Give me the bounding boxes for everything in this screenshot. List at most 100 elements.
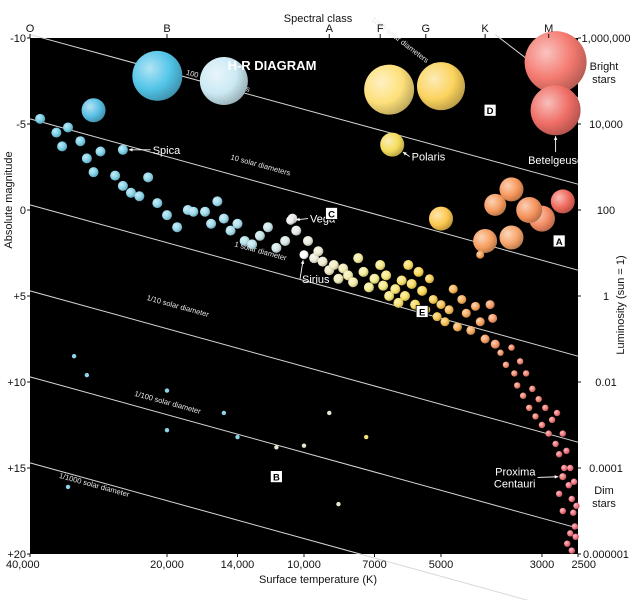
main-sequence-star <box>573 502 580 510</box>
main-sequence-star <box>488 313 498 323</box>
x-tick-label: 14,000 <box>221 559 255 571</box>
main-sequence-star <box>206 218 217 229</box>
main-sequence-star <box>470 301 480 311</box>
giant-star <box>499 225 524 250</box>
y-tick-label: -5 <box>16 119 26 131</box>
y2-tick-label: 10,000 <box>589 119 623 131</box>
giant-star <box>516 197 543 223</box>
main-sequence-star <box>526 404 533 411</box>
main-sequence-star <box>313 246 324 257</box>
axes: O B A F G K M 40,000 20,000 14,000 10,000 7000 5000 3… <box>6 23 630 571</box>
star-label: Sirius <box>302 274 330 286</box>
region-labels: A B C D E <box>269 103 566 484</box>
main-sequence-star <box>490 339 500 349</box>
arrow-head <box>402 152 407 156</box>
main-sequence-star <box>570 509 577 516</box>
main-sequence-star <box>567 464 574 472</box>
region-label: C <box>328 209 335 220</box>
bright-stars-label-line2: stars <box>592 74 616 86</box>
giant-star <box>429 206 453 231</box>
giant-star <box>199 57 248 105</box>
y-axis-label: Absolute magnitude <box>3 151 15 248</box>
main-sequence-star <box>516 358 524 365</box>
main-sequence-star <box>461 308 471 318</box>
main-sequence-stars <box>35 113 580 554</box>
bright-stars-label-line1: Bright <box>590 61 619 73</box>
main-sequence-star <box>457 294 467 304</box>
main-sequence-star <box>390 284 401 295</box>
region-label: A <box>556 237 563 248</box>
diameter-line <box>29 376 579 529</box>
arrow-head <box>554 475 559 479</box>
main-sequence-star <box>553 409 561 417</box>
y-tick-label: -10 <box>10 33 26 45</box>
main-sequence-star <box>333 273 344 284</box>
region-box <box>269 470 283 484</box>
y-tick-label: +5 <box>13 291 26 303</box>
main-sequence-star <box>317 256 328 267</box>
white-dwarf-stars <box>65 354 369 507</box>
diameter-line <box>29 34 579 185</box>
star-label: Betelgeuse <box>528 155 583 167</box>
main-sequence-star <box>559 430 566 437</box>
spectral-class-label: B <box>163 23 170 35</box>
main-sequence-star <box>81 153 92 164</box>
white-dwarf-star <box>71 354 77 359</box>
dim-stars-label-line1: Dim <box>594 485 614 497</box>
main-sequence-star <box>117 180 128 191</box>
arrow-head <box>553 136 558 140</box>
main-sequence-star <box>254 230 265 241</box>
white-dwarf-star <box>235 434 240 440</box>
main-sequence-star <box>384 291 395 301</box>
dim-stars-label-line2: stars <box>592 498 616 510</box>
main-sequence-star <box>567 530 574 537</box>
white-dwarf-star <box>84 372 90 378</box>
spectral-class-label: M <box>544 23 553 35</box>
main-sequence-star <box>432 312 442 322</box>
star-label: Centauri <box>494 478 536 490</box>
main-sequence-star <box>328 260 339 271</box>
main-sequence-star <box>343 270 354 281</box>
chart-title: H-R DIAGRAM <box>228 58 317 73</box>
region-box <box>483 103 497 117</box>
giant-star <box>132 50 183 101</box>
main-sequence-star <box>63 122 74 133</box>
giant-star <box>550 189 575 214</box>
white-dwarf-star <box>327 410 332 416</box>
diameter-line <box>29 290 579 443</box>
x-tick-label: 5000 <box>429 559 453 571</box>
main-sequence-star <box>403 260 414 271</box>
named-star-polaris <box>380 132 405 157</box>
main-sequence-star <box>522 370 530 377</box>
main-sequence-star <box>110 170 121 181</box>
main-sequence-star <box>396 275 407 286</box>
main-sequence-star <box>466 325 476 335</box>
star-label: Polaris <box>412 152 446 164</box>
main-sequence-star <box>417 285 428 296</box>
spectral-class-label: G <box>422 23 431 35</box>
main-sequence-star <box>444 305 454 315</box>
diameter-line <box>29 204 579 357</box>
named-star-proxima-centauri <box>559 473 567 481</box>
main-sequence-star <box>548 416 556 424</box>
main-sequence-star <box>555 490 563 497</box>
main-sequence-star <box>162 210 172 221</box>
main-sequence-star <box>555 451 563 458</box>
spectral-class-label: A <box>326 23 334 35</box>
main-sequence-star <box>232 218 243 229</box>
main-sequence-star <box>393 297 404 308</box>
region-box <box>552 234 566 248</box>
diameter-line <box>29 462 529 600</box>
y2-axis-label: Luminosity (sun = 1) <box>615 255 627 354</box>
main-sequence-star <box>565 482 572 489</box>
x-tick-label: 2500 <box>572 559 596 571</box>
region-label: D <box>487 106 494 117</box>
main-sequence-star <box>363 282 374 293</box>
y2-tick-label: 1,000,000 <box>582 33 631 45</box>
region-label: E <box>419 307 425 318</box>
star-label: Proxima <box>495 466 536 478</box>
main-sequence-star <box>271 242 282 253</box>
main-sequence-star <box>538 421 546 429</box>
